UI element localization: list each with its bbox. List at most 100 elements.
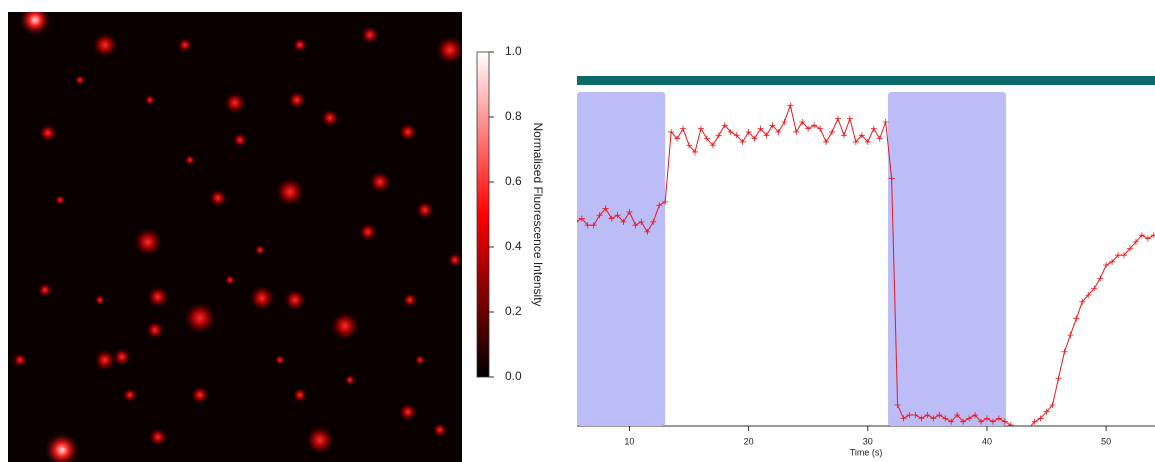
spot — [399, 123, 417, 141]
trace-marker — [650, 218, 657, 225]
trace-marker — [840, 132, 847, 139]
trace-marker — [954, 412, 961, 419]
trace-marker — [769, 122, 776, 129]
spot — [39, 124, 57, 142]
trace-marker — [1067, 332, 1074, 339]
trace-marker — [1132, 238, 1139, 245]
trace-marker — [1085, 292, 1092, 299]
trace-marker — [995, 415, 1002, 422]
spot — [330, 311, 360, 341]
trace-marker — [894, 402, 901, 409]
trace-marker — [811, 122, 818, 129]
x-tick-label: 50 — [1101, 436, 1111, 446]
colorbar-tick-label: 0.0 — [505, 369, 522, 383]
trace-marker — [972, 412, 979, 419]
trace-marker — [697, 125, 704, 132]
fluorescence-spots — [12, 12, 462, 462]
trace-marker — [1043, 408, 1050, 415]
spot — [74, 74, 86, 86]
trace-marker — [1091, 285, 1098, 292]
spot — [435, 35, 462, 65]
spot — [402, 292, 418, 308]
spot — [12, 352, 28, 368]
trace-marker — [1007, 422, 1014, 426]
trace-marker — [918, 415, 925, 422]
trace-marker — [846, 115, 853, 122]
colorbar-tick-label: 1.0 — [505, 44, 522, 58]
colorbar — [476, 51, 490, 378]
trace-marker — [1103, 262, 1110, 269]
colorbar-tick-label: 0.4 — [505, 239, 522, 253]
x-axis-label: Time (s) — [850, 447, 883, 457]
spot — [254, 244, 266, 256]
trace-marker — [948, 418, 955, 425]
shaded-region — [577, 92, 666, 426]
spot — [147, 286, 169, 308]
trace-marker — [1121, 252, 1128, 259]
spot — [149, 428, 167, 446]
trace-marker — [614, 212, 621, 219]
colorbar-tick-label: 0.2 — [505, 304, 522, 318]
spot — [44, 432, 80, 462]
trace-marker — [799, 118, 806, 125]
trace-marker — [763, 132, 770, 139]
spot — [94, 349, 116, 371]
x-tick-label: 40 — [982, 436, 992, 446]
trace-marker — [781, 118, 788, 125]
spot — [274, 354, 286, 366]
trace-marker — [989, 418, 996, 425]
trace-marker — [983, 415, 990, 422]
trace-marker — [733, 132, 740, 139]
trace-marker — [1150, 232, 1155, 239]
trace-marker — [620, 218, 627, 225]
trace-marker — [805, 125, 812, 132]
spot — [144, 94, 156, 106]
spot — [292, 387, 308, 403]
trace-marker — [596, 212, 603, 219]
trace-marker — [942, 415, 949, 422]
x-tick-label: 20 — [744, 436, 754, 446]
trace-marker — [1061, 348, 1068, 355]
trace-marker — [715, 132, 722, 139]
trace-marker — [703, 135, 710, 142]
stimulus-bar — [577, 76, 1155, 85]
spot — [224, 92, 246, 114]
trace-marker — [739, 138, 746, 145]
microscope-image — [8, 12, 462, 462]
trace-marker — [1109, 258, 1116, 265]
spot — [122, 387, 138, 403]
spot — [447, 252, 462, 268]
shaded-region — [888, 92, 1007, 426]
colorbar-tick-label: 0.6 — [505, 174, 522, 188]
trace-marker — [978, 418, 985, 425]
trace-marker — [912, 412, 919, 419]
spot — [191, 386, 209, 404]
trace-marker — [936, 412, 943, 419]
trace-marker — [775, 128, 782, 135]
spot — [284, 289, 306, 311]
trace-marker — [834, 115, 841, 122]
spot — [359, 223, 377, 241]
trace-marker — [1037, 415, 1044, 422]
spot — [432, 422, 448, 438]
trace-marker — [1014, 429, 1020, 435]
trace-marker — [691, 148, 698, 155]
trace-marker — [876, 135, 883, 142]
spot — [361, 26, 379, 44]
spot — [133, 227, 163, 257]
trace-marker — [757, 125, 764, 132]
trace-marker — [852, 138, 859, 145]
trace-marker — [709, 142, 716, 149]
trace-marker — [858, 132, 865, 139]
spot — [183, 301, 217, 335]
spot — [224, 274, 236, 286]
trace-marker — [823, 138, 830, 145]
spot — [92, 32, 118, 58]
spot — [232, 132, 248, 148]
trace-marker — [632, 222, 639, 229]
spot — [249, 285, 275, 311]
trace-marker — [787, 102, 794, 109]
trace-marker — [674, 135, 681, 142]
